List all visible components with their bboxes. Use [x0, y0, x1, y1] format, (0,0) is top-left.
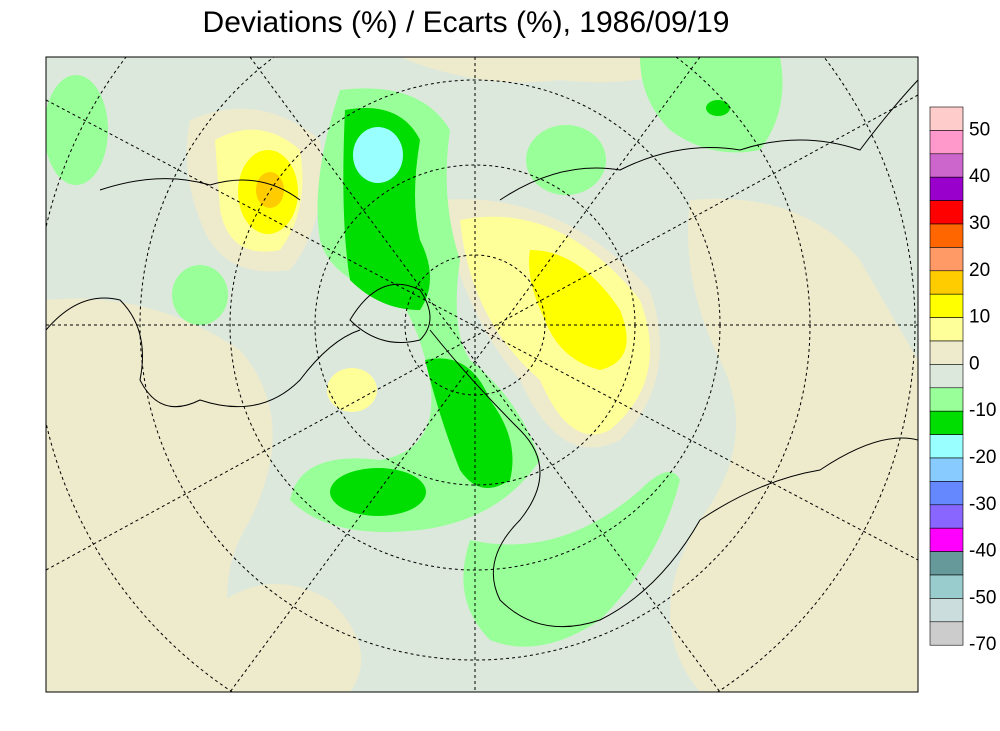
- legend-swatch: [929, 364, 964, 389]
- legend-label: -50: [969, 587, 996, 608]
- legend-swatch: [929, 574, 964, 599]
- legend-swatch: [929, 527, 964, 552]
- legend-label: 40: [969, 166, 990, 187]
- legend-swatch: [929, 293, 964, 318]
- map-title: Deviations (%) / Ecarts (%), 1986/09/19: [203, 6, 730, 39]
- legend-swatch: [929, 504, 964, 529]
- legend-swatch: [929, 410, 964, 435]
- legend-label: 30: [969, 213, 990, 234]
- legend-label: 20: [969, 260, 990, 281]
- legend-swatch: [929, 130, 964, 155]
- legend-label: 50: [969, 119, 990, 140]
- legend-swatch: [929, 176, 964, 201]
- legend-swatch: [929, 106, 964, 131]
- legend-swatch: [929, 247, 964, 272]
- legend-swatch: [929, 621, 964, 646]
- legend-swatch: [929, 340, 964, 365]
- legend-label: -30: [969, 494, 996, 515]
- legend-swatch: [929, 200, 964, 225]
- legend-label: -10: [969, 400, 996, 421]
- legend-swatch: [929, 270, 964, 295]
- legend-swatch: [929, 457, 964, 482]
- legend-swatch: [929, 481, 964, 506]
- legend-label: -70: [969, 634, 996, 655]
- legend-swatch: [929, 598, 964, 623]
- legend-label: -20: [969, 447, 996, 468]
- map-frame: [45, 56, 919, 693]
- legend-swatch: [929, 551, 964, 576]
- legend-label: -40: [969, 541, 996, 562]
- legend-swatch: [929, 434, 964, 459]
- legend-swatch: [929, 317, 964, 342]
- legend-label: 0: [969, 353, 980, 374]
- legend-swatch: [929, 387, 964, 412]
- legend-swatch: [929, 223, 964, 248]
- legend-label: 10: [969, 307, 990, 328]
- color-legend: 50 40 30 20 10 0 -10 -20 -30 -40 -50 -70: [929, 106, 996, 655]
- legend-swatch: [929, 153, 964, 178]
- map-field: [46, 57, 918, 692]
